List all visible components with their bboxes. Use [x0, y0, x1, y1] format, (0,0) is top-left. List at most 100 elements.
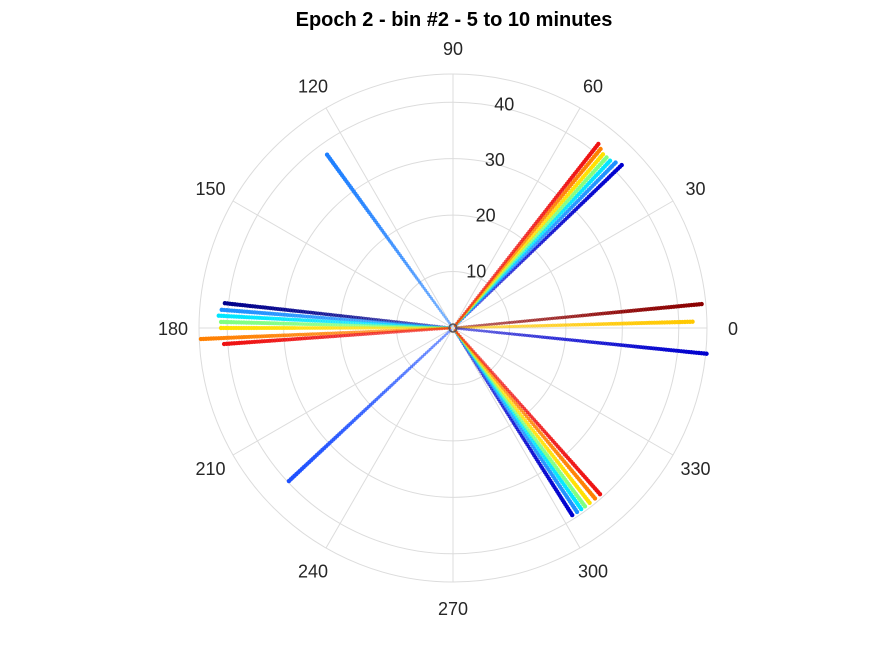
data-point	[377, 331, 381, 335]
data-point	[346, 320, 350, 325]
data-point	[459, 315, 463, 319]
data-point	[543, 317, 547, 321]
data-point	[366, 326, 371, 330]
data-point	[558, 337, 562, 341]
data-point	[323, 331, 328, 336]
data-point	[513, 324, 517, 328]
data-point	[341, 326, 345, 330]
data-point	[485, 323, 489, 327]
data-point	[482, 329, 486, 333]
data-point	[392, 326, 396, 330]
data-point	[456, 319, 460, 323]
data-point	[382, 331, 386, 335]
data-point	[379, 326, 383, 330]
data-point	[420, 328, 424, 332]
data-point	[525, 319, 529, 323]
series-ray	[453, 329, 592, 505]
data-point	[394, 326, 398, 330]
data-point	[333, 323, 338, 327]
data-point	[502, 321, 506, 325]
data-point	[507, 320, 512, 325]
data-point	[374, 331, 378, 336]
data-point	[545, 335, 550, 340]
data-point	[578, 322, 583, 327]
data-point	[573, 322, 578, 327]
theta-tick-label: 300	[578, 562, 608, 582]
chart-title: Epoch 2 - bin #2 - 5 to 10 minutes	[296, 9, 613, 31]
data-point	[341, 323, 345, 327]
data-point	[546, 323, 550, 328]
series-ray	[454, 326, 709, 356]
data-point	[354, 315, 358, 320]
data-point	[467, 326, 471, 330]
data-point	[389, 326, 393, 330]
data-point	[410, 329, 414, 333]
data-point	[351, 333, 356, 337]
series-ray	[286, 328, 452, 484]
series-ray	[453, 141, 601, 327]
grid-spoke	[452, 327, 674, 456]
data-point	[381, 326, 386, 330]
data-point	[458, 334, 462, 338]
data-point	[349, 333, 353, 337]
data-point	[369, 326, 373, 330]
data-point	[535, 324, 540, 328]
data-point	[371, 326, 376, 330]
data-point	[467, 328, 471, 332]
data-point	[318, 326, 322, 330]
data-point	[346, 318, 351, 322]
data-point	[492, 322, 496, 326]
data-point	[459, 327, 463, 331]
data-point	[364, 326, 368, 330]
data-point	[487, 330, 491, 334]
data-point	[541, 323, 545, 328]
data-point	[517, 333, 522, 337]
data-point	[530, 318, 534, 323]
data-point	[333, 326, 338, 330]
data-point	[425, 328, 429, 332]
data-point	[437, 339, 441, 343]
data-point	[457, 332, 461, 336]
data-point	[510, 324, 514, 329]
data-point	[348, 330, 353, 335]
data-point	[463, 340, 467, 344]
data-point	[349, 318, 353, 322]
data-point	[500, 321, 504, 325]
data-point	[477, 329, 481, 333]
data-point	[331, 323, 335, 327]
data-point	[351, 318, 356, 322]
data-point	[387, 326, 391, 330]
data-point	[455, 321, 459, 325]
data-point	[441, 335, 445, 339]
theta-tick-label: 60	[583, 77, 603, 97]
r-tick-label: 30	[485, 150, 505, 170]
data-point	[466, 307, 470, 311]
data-point	[394, 330, 399, 334]
data-point	[440, 311, 444, 315]
data-point	[515, 324, 519, 328]
data-point	[343, 323, 348, 327]
data-point	[518, 324, 522, 328]
data-point	[359, 332, 363, 337]
data-point	[505, 331, 509, 336]
data-point	[543, 335, 547, 340]
data-point	[460, 336, 464, 340]
data-point	[443, 327, 446, 331]
data-point	[563, 323, 568, 327]
data-point	[445, 332, 449, 336]
data-point	[351, 326, 355, 330]
data-point	[490, 322, 494, 326]
data-point	[351, 321, 355, 325]
data-point	[351, 330, 355, 335]
data-point	[500, 325, 504, 329]
data-point	[535, 318, 539, 322]
data-point	[198, 336, 204, 342]
data-point	[487, 322, 491, 327]
data-point	[470, 326, 474, 329]
data-point	[445, 317, 448, 321]
theta-tick-label: 210	[195, 459, 225, 479]
data-point	[437, 307, 441, 311]
series-ray	[453, 329, 598, 501]
data-point	[553, 323, 558, 328]
